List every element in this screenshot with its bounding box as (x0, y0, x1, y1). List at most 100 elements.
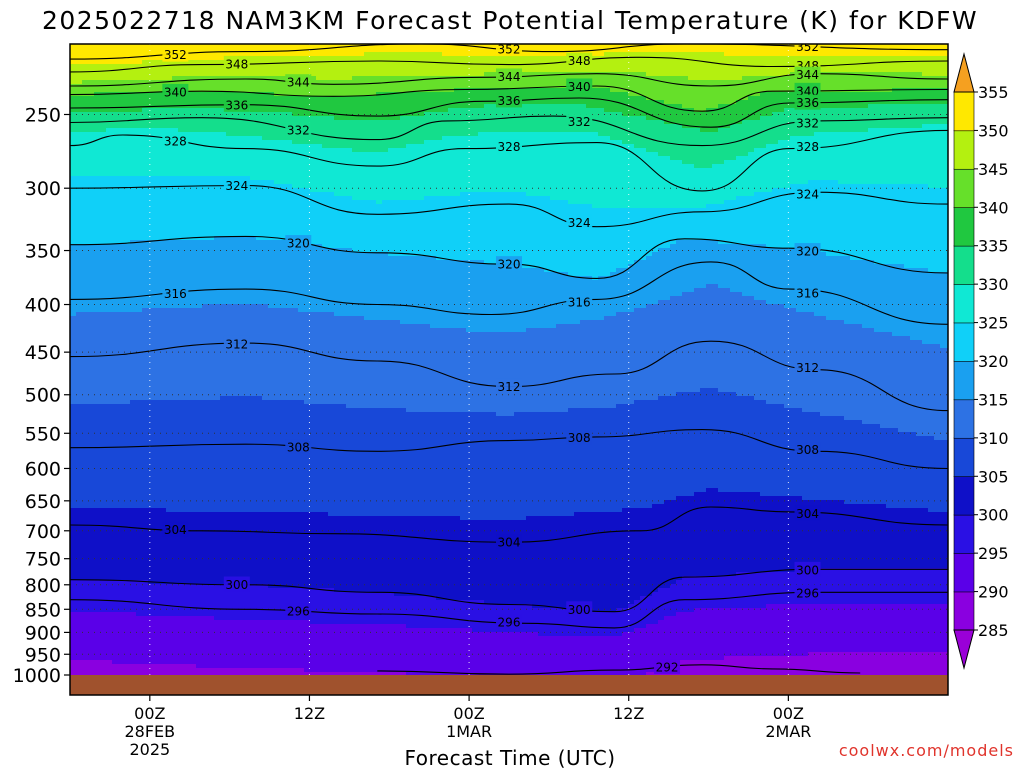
band-cell (100, 652, 107, 657)
band-cell (244, 656, 251, 661)
band-cell (94, 80, 101, 85)
band-cell (250, 328, 257, 333)
band-cell (250, 468, 257, 473)
band-cell (238, 200, 245, 205)
band-cell (178, 180, 185, 185)
band-cell (118, 72, 125, 77)
band-cell (214, 380, 221, 385)
band-cell (94, 160, 101, 165)
band-cell (130, 428, 137, 433)
band-cell (76, 216, 83, 221)
band-cell (238, 356, 245, 361)
band-cell (130, 592, 137, 597)
band-cell (202, 308, 209, 313)
band-cell (238, 196, 245, 201)
band-cell (94, 152, 101, 157)
band-cell (190, 204, 197, 209)
band-cell (190, 76, 197, 81)
band-cell (172, 644, 179, 649)
band-cell (190, 280, 197, 285)
band-cell (154, 172, 161, 177)
band-cell (208, 512, 215, 517)
band-cell (100, 72, 107, 77)
band-cell (238, 632, 245, 637)
band-cell (136, 380, 143, 385)
band-cell (166, 564, 173, 569)
band-cell (106, 112, 113, 117)
band-cell (142, 472, 149, 477)
band-cell (112, 204, 119, 209)
band-cell (202, 232, 209, 237)
band-cell (100, 416, 107, 421)
band-cell (172, 564, 179, 569)
band-cell (118, 548, 125, 553)
band-cell (136, 156, 143, 161)
band-cell (136, 480, 143, 485)
band-cell (238, 424, 245, 429)
band-cell (196, 476, 203, 481)
band-cell (148, 524, 155, 529)
band-cell (118, 436, 125, 441)
band-cell (226, 228, 233, 233)
band-cell (238, 352, 245, 357)
band-cell (190, 608, 197, 613)
band-cell (160, 368, 167, 373)
band-cell (118, 612, 125, 617)
band-cell (112, 464, 119, 469)
band-cell (82, 436, 89, 441)
band-cell (244, 380, 251, 385)
band-cell (112, 176, 119, 181)
band-cell (166, 304, 173, 309)
band-cell (154, 632, 161, 637)
band-cell (136, 540, 143, 545)
band-cell (154, 532, 161, 537)
band-cell (232, 272, 239, 277)
band-cell (208, 472, 215, 477)
band-cell (184, 464, 191, 469)
band-cell (190, 96, 197, 101)
band-cell (160, 60, 167, 65)
band-cell (178, 252, 185, 257)
band-cell (250, 112, 257, 117)
band-cell (124, 504, 131, 509)
band-cell (136, 664, 143, 669)
band-cell (106, 460, 113, 465)
band-cell (190, 428, 197, 433)
band-cell (118, 404, 125, 409)
band-cell (208, 316, 215, 321)
band-cell (238, 456, 245, 461)
band-cell (130, 564, 137, 569)
band-cell (142, 412, 149, 417)
band-cell (94, 264, 101, 269)
band-cell (94, 380, 101, 385)
band-cell (250, 384, 257, 389)
band-cell (196, 504, 203, 509)
band-cell (232, 372, 239, 377)
band-cell (250, 464, 257, 469)
band-cell (214, 188, 221, 193)
band-cell (244, 236, 251, 241)
band-cell (124, 660, 131, 665)
band-cell (100, 364, 107, 369)
band-cell (142, 244, 149, 249)
band-cell (166, 400, 173, 405)
band-cell (130, 172, 137, 177)
band-cell (196, 640, 203, 645)
band-cell (190, 408, 197, 413)
band-cell (142, 328, 149, 333)
band-cell (100, 672, 107, 675)
band-cell (190, 244, 197, 249)
band-cell (172, 568, 179, 573)
band-cell (250, 520, 257, 525)
band-cell (82, 576, 89, 581)
band-cell (208, 604, 215, 609)
band-cell (238, 416, 245, 421)
band-cell (142, 424, 149, 429)
band-cell (124, 300, 131, 305)
band-cell (208, 636, 215, 641)
band-cell (214, 132, 221, 137)
band-cell (256, 80, 263, 85)
band-cell (142, 268, 149, 273)
band-cell (124, 640, 131, 645)
band-cell (100, 232, 107, 237)
